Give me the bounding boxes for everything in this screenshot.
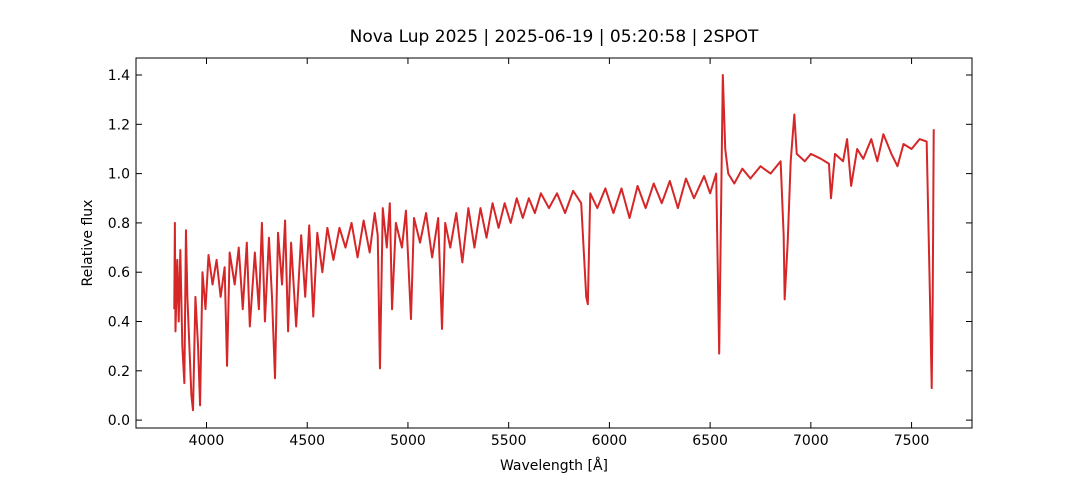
- x-tick-label: 4000: [189, 433, 225, 449]
- y-tick-label: 0.6: [108, 265, 130, 281]
- x-tick-label: 6500: [692, 433, 728, 449]
- y-tick-label: 0.2: [108, 364, 130, 380]
- spectrum-line: [173, 74, 935, 412]
- x-axis-label: Wavelength [Å]: [500, 457, 608, 474]
- x-tick-label: 4500: [289, 433, 325, 449]
- chart-title: Nova Lup 2025 | 2025-06-19 | 05:20:58 | …: [350, 27, 759, 47]
- plot-frame: [135, 57, 973, 429]
- y-tick-label: 1.0: [108, 167, 130, 183]
- y-tick-label: 0.4: [108, 315, 130, 331]
- x-tick-label: 7500: [894, 433, 930, 449]
- x-tick-label: 6000: [592, 433, 628, 449]
- x-tick-label: 7000: [793, 433, 829, 449]
- y-tick-label: 1.4: [108, 68, 130, 84]
- y-axis-label: Relative flux: [80, 200, 96, 287]
- x-tick-label: 5000: [390, 433, 426, 449]
- y-tick-label: 0.8: [108, 216, 130, 232]
- x-tick-label: 5500: [491, 433, 527, 449]
- y-tick-label: 0.0: [108, 413, 130, 429]
- y-tick-label: 1.2: [108, 117, 130, 133]
